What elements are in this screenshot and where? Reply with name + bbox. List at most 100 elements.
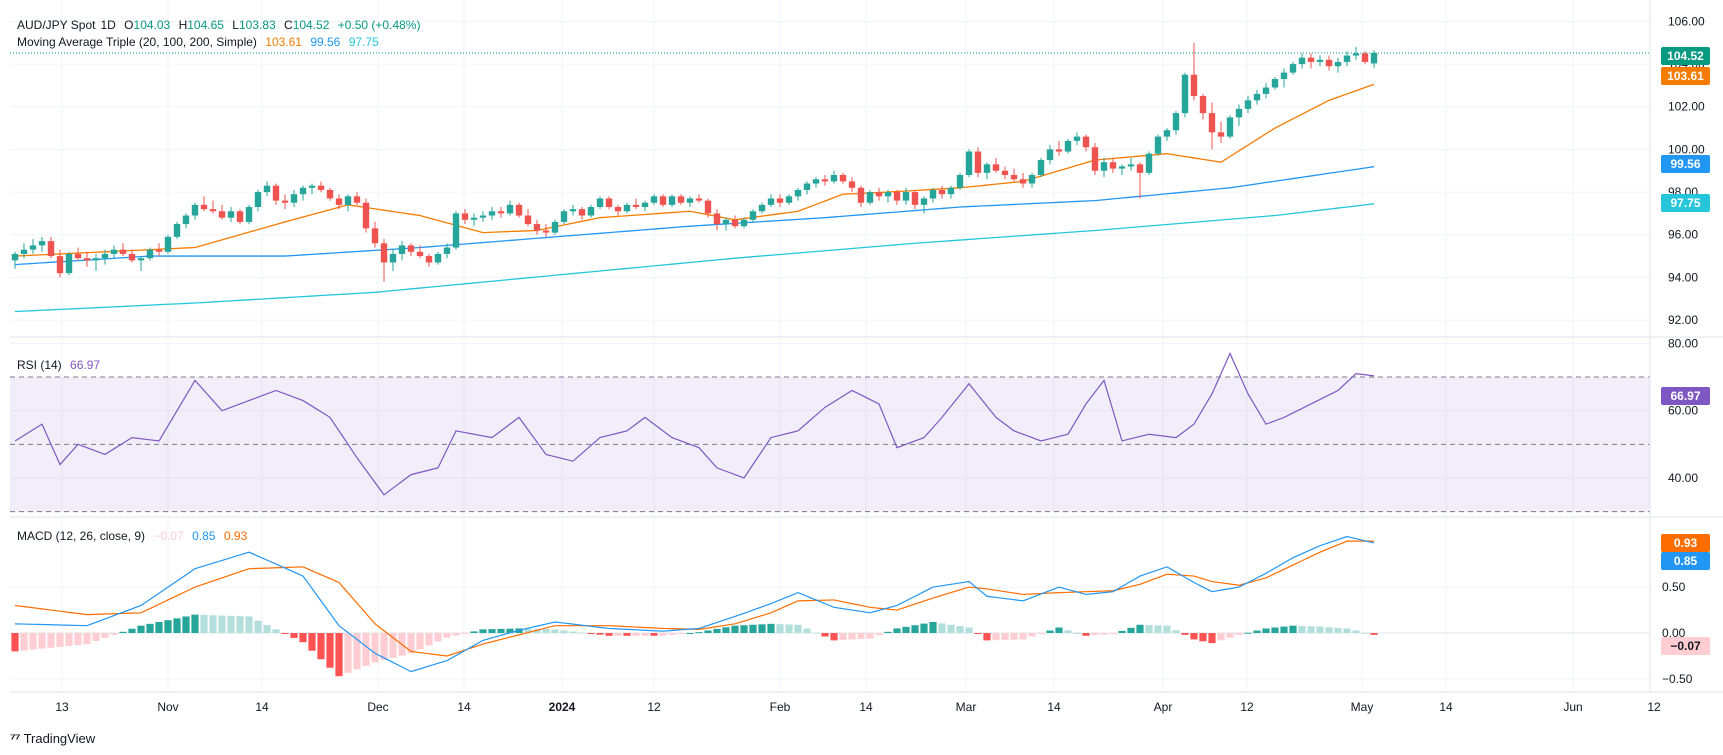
candle-body	[434, 253, 442, 263]
candle-body	[11, 253, 19, 261]
macd-histogram-bar	[1253, 630, 1261, 634]
macd-histogram-bar	[803, 628, 811, 634]
candle	[650, 194, 658, 205]
candle	[1226, 115, 1234, 139]
candle	[893, 189, 901, 205]
rsi-legend-value: 66.97	[70, 358, 101, 372]
macd-histogram-bar	[542, 629, 550, 634]
candle	[1172, 111, 1180, 135]
candle-body	[578, 209, 586, 216]
macd-histogram-bar	[1262, 628, 1270, 634]
candle	[938, 185, 946, 199]
price-pane[interactable]	[10, 42, 1650, 313]
candle-body	[659, 196, 667, 205]
candle	[848, 177, 856, 193]
macd-histogram-bar	[308, 633, 316, 651]
candle	[1307, 53, 1315, 69]
x-axis-tick-label: 12	[1240, 700, 1254, 714]
macd-pane[interactable]	[10, 535, 1650, 677]
candle	[335, 194, 343, 210]
candle	[92, 253, 100, 271]
candle	[1316, 55, 1324, 67]
rsi-legend[interactable]: RSI (14) 66.97	[17, 357, 105, 373]
macd-histogram-bar	[227, 615, 235, 634]
rsi-pane[interactable]	[10, 351, 1650, 513]
candle-body	[713, 213, 721, 225]
candle	[506, 200, 514, 216]
macd-histogram-bar	[128, 628, 136, 634]
candle-body	[839, 175, 847, 182]
candle-body	[821, 179, 829, 182]
symbol-label[interactable]: AUD/JPY Spot	[17, 18, 96, 32]
price-tick-label: 100.00	[1668, 142, 1705, 156]
macd-histogram-bar	[236, 616, 244, 634]
candle	[713, 209, 721, 231]
tradingview-logo[interactable]: ⁷⁷ TradingView	[10, 730, 95, 746]
macd-histogram-bar	[1001, 633, 1009, 640]
candle-body	[326, 189, 334, 199]
x-axis-tick-label: 14	[859, 700, 873, 714]
candle-body	[1361, 53, 1369, 62]
candle	[659, 194, 667, 207]
candle	[1154, 134, 1162, 156]
candle	[83, 251, 91, 267]
candle	[1370, 50, 1378, 68]
macd-histogram-bar	[1190, 633, 1198, 640]
candle-body	[263, 185, 271, 193]
candle	[542, 224, 550, 237]
candle	[137, 256, 145, 271]
candle-body	[1046, 149, 1054, 161]
candle-body	[749, 211, 757, 220]
macd-histogram-bar	[1064, 630, 1072, 634]
ma-legend-label: Moving Average Triple (20, 100, 200, Sim…	[17, 35, 257, 49]
rsi-tick-label: 40.00	[1668, 471, 1698, 485]
candle-body	[1181, 74, 1189, 114]
macd-histogram-bar	[1307, 626, 1315, 634]
candle-body	[614, 207, 622, 212]
change-value: +0.50 (+0.48%)	[337, 18, 421, 32]
candle-body	[911, 192, 919, 205]
candle	[947, 185, 955, 199]
macd-histogram-bar	[137, 625, 145, 634]
ma20-line	[14, 83, 1375, 257]
candle	[983, 162, 991, 180]
candle-body	[677, 196, 685, 203]
candle-body	[497, 211, 505, 214]
candle-body	[632, 204, 640, 207]
ma200-price-tag: 97.75	[1661, 194, 1710, 212]
candle	[434, 251, 442, 265]
macd-histogram-bar	[416, 633, 424, 650]
candle-body	[470, 217, 478, 220]
candle-body	[65, 253, 73, 274]
macd-histogram-bar	[290, 633, 298, 638]
interval-label[interactable]: 1D	[100, 18, 116, 32]
candle	[1001, 166, 1009, 180]
candle-body	[29, 245, 37, 250]
candle	[254, 189, 262, 212]
candle-body	[110, 249, 118, 254]
ma-legend[interactable]: Moving Average Triple (20, 100, 200, Sim…	[17, 34, 384, 50]
candle	[218, 204, 226, 220]
macd-histogram-bar	[740, 625, 748, 634]
candle	[803, 181, 811, 195]
candle	[1028, 172, 1036, 188]
macd-histogram-bar	[389, 633, 397, 658]
candle-body	[227, 211, 235, 218]
candle	[1289, 61, 1297, 75]
candle-body	[281, 200, 289, 203]
macd-histogram-bar	[650, 633, 658, 636]
macd-histogram-bar	[470, 631, 478, 634]
macd-histogram-bar	[560, 630, 568, 634]
candle	[704, 198, 712, 218]
macd-histogram-bar	[785, 624, 793, 634]
candle	[1208, 102, 1216, 150]
macd-histogram-bar	[101, 633, 109, 638]
candle	[1253, 89, 1261, 105]
candle	[29, 239, 37, 254]
macd-histogram-bar	[614, 633, 622, 636]
candle-body	[830, 175, 838, 182]
candle	[20, 243, 28, 259]
macd-histogram-bar	[1298, 625, 1306, 634]
macd-legend[interactable]: MACD (12, 26, close, 9) −0.07 0.85 0.93	[17, 528, 252, 544]
candle	[1127, 157, 1135, 171]
